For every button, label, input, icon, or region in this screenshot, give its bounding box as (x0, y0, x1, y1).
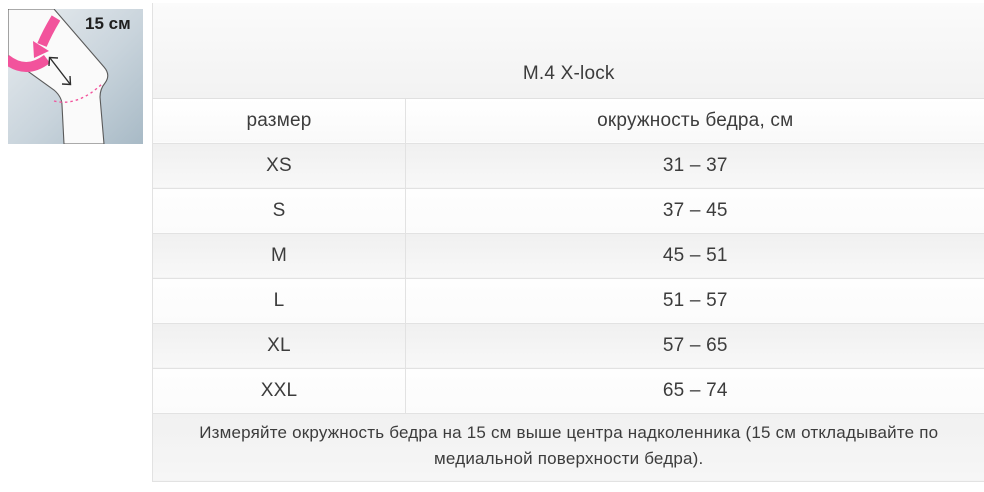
table-row: L 51 – 57 (152, 278, 984, 324)
table-row: XL 57 – 65 (152, 323, 984, 369)
size-cell: XXL (152, 368, 406, 414)
table-row: XXL 65 – 74 (152, 368, 984, 414)
table-title: M.4 X-lock (152, 3, 984, 99)
range-cell: 37 – 45 (405, 188, 984, 234)
measurement-note: Измеряйте окружность бедра на 15 см выше… (152, 413, 984, 482)
circumference-column-header: окружность бедра, см (405, 98, 984, 144)
table-row: S 37 – 45 (152, 188, 984, 234)
table-note-row: Измеряйте окружность бедра на 15 см выше… (152, 413, 984, 482)
knee-measurement-figure: 15 см (8, 9, 143, 144)
knee-illustration: 15 см (8, 9, 143, 144)
table-header-row: размер окружность бедра, см (152, 98, 984, 144)
thigh-wrap-arrow-lower-icon (8, 54, 51, 72)
size-table: M.4 X-lock размер окружность бедра, см X… (152, 3, 984, 482)
measurement-label: 15 см (85, 14, 131, 33)
size-cell: M (152, 233, 406, 279)
range-cell: 65 – 74 (405, 368, 984, 414)
range-cell: 31 – 37 (405, 143, 984, 189)
range-cell: 51 – 57 (405, 278, 984, 324)
range-cell: 57 – 65 (405, 323, 984, 369)
size-column-header: размер (152, 98, 406, 144)
leg-illustration (8, 9, 109, 144)
size-cell: XS (152, 143, 406, 189)
size-cell: L (152, 278, 406, 324)
table-row: XS 31 – 37 (152, 143, 984, 189)
size-cell: XL (152, 323, 406, 369)
table-title-row: M.4 X-lock (152, 3, 984, 99)
thigh-wrap-arrowhead-icon (33, 41, 49, 58)
range-cell: 45 – 51 (405, 233, 984, 279)
size-cell: S (152, 188, 406, 234)
thigh-wrap-arrow-upper-icon (37, 15, 61, 47)
table-row: M 45 – 51 (152, 233, 984, 279)
distance-arrow-icon (48, 56, 72, 86)
